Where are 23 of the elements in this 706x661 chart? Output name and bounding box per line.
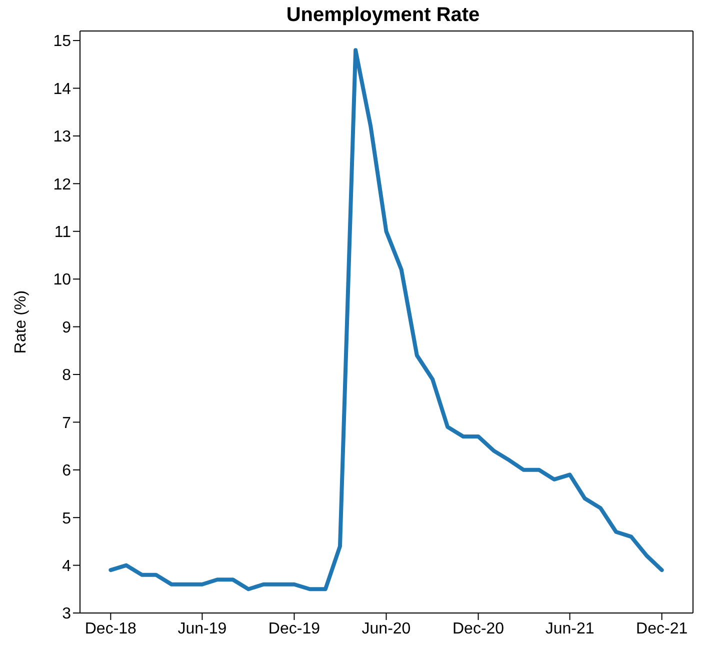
y-tick-label: 7 bbox=[62, 414, 72, 432]
y-tick-label: 9 bbox=[62, 319, 72, 336]
y-tick-label: 3 bbox=[62, 606, 72, 623]
x-tick-label: Jun-19 bbox=[178, 620, 227, 638]
x-tick-label: Dec-20 bbox=[452, 620, 504, 638]
y-tick-label: 13 bbox=[53, 128, 72, 146]
y-tick-label: 14 bbox=[53, 80, 72, 98]
y-tick-label: 6 bbox=[62, 462, 72, 480]
x-tick-label: Jun-20 bbox=[362, 620, 411, 638]
x-tick-label: Jun-21 bbox=[545, 620, 594, 638]
x-tick-label: Dec-21 bbox=[636, 620, 688, 638]
y-tick-label: 11 bbox=[54, 224, 72, 242]
x-tick-label: Dec-19 bbox=[268, 620, 320, 638]
x-tick-label: Dec-18 bbox=[84, 620, 137, 638]
y-tick-label: 12 bbox=[53, 176, 72, 194]
chart-title: Unemployment Rate bbox=[285, 4, 481, 27]
y-tick-label: 5 bbox=[62, 510, 72, 528]
y-tick-label: 15 bbox=[53, 33, 72, 50]
y-tick-label: 4 bbox=[62, 558, 72, 575]
y-tick-label: 10 bbox=[53, 272, 72, 289]
y-axis-title: Rate (%) bbox=[12, 290, 30, 354]
line-series bbox=[108, 48, 664, 592]
y-tick-label: 8 bbox=[62, 367, 72, 384]
